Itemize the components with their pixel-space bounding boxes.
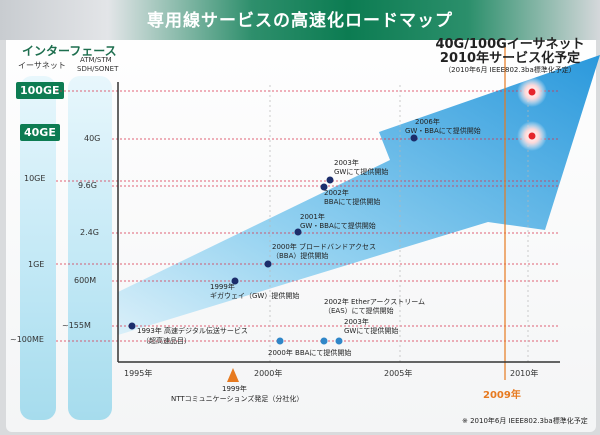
dot-2000-bba	[264, 260, 272, 268]
milestone-eas-line2: （EAS）にて提供開始	[324, 307, 394, 315]
atm-speed-40g: 40G	[84, 134, 101, 143]
milestone-1999-line1: 1999年	[210, 283, 235, 291]
atm-pill	[68, 76, 112, 420]
title-bar	[0, 0, 600, 40]
dot-2000-b	[276, 337, 284, 345]
x-tick-2005: 2005年	[384, 369, 413, 378]
atm-speed-9-6g: 9.6G	[78, 181, 97, 190]
bottom-note-line1: 1999年	[222, 385, 247, 393]
milestone-2006-line1: 2006年	[415, 118, 440, 126]
milestone-1999-line2: ギガウェイ（GW）提供開始	[210, 292, 300, 300]
highlight-year-2009: 2009年	[483, 390, 521, 401]
x-tick-2000: 2000年	[254, 369, 283, 378]
x-tick-2010: 2010年	[510, 369, 539, 378]
page-title: 専用線サービスの高速化ロードマップ	[147, 11, 453, 31]
milestone-2003-line2: GWにて提供開始	[334, 168, 389, 176]
milestone-2001-line1: 2001年	[300, 213, 325, 221]
milestone-eas-line1: 2002年 Etherアークストリーム	[324, 298, 425, 306]
speed-label-10ge: 10GE	[24, 174, 46, 183]
dot-2002	[320, 183, 328, 191]
speed-label-100me: ~100ME	[10, 335, 44, 344]
dot-1993	[128, 322, 136, 330]
ethernet-label: イーサネット	[18, 61, 66, 70]
milestone-1993-line2: （超高速品目）	[142, 337, 191, 345]
milestone-2003b-line2: GWにて提供開始	[344, 327, 399, 335]
growth-arrow	[118, 55, 600, 335]
atm-speed-600m: 600M	[74, 276, 97, 285]
atm-label-line1: ATM/STM	[80, 56, 112, 64]
milestone-2000-b: 2000年 BBAにて提供開始	[268, 349, 352, 357]
milestone-2003-line1: 2003年	[334, 159, 359, 167]
atm-speed-155m: ~155M	[62, 321, 91, 330]
milestone-2002-line2: BBAにて提供開始	[324, 198, 381, 206]
dot-2003-b	[335, 337, 343, 345]
speed-label-100ge: 100GE	[16, 82, 64, 99]
dot-2002-eas	[320, 337, 328, 345]
atm-label-line2: SDH/SONET	[77, 65, 119, 73]
atm-speed-2-4g: 2.4G	[80, 228, 99, 237]
milestone-2000-bba-line1: 2000年 ブロードバンドアクセス	[272, 243, 377, 251]
bottom-note-line2: NTTコミュニケーションズ発足（分社化）	[171, 395, 304, 403]
x-tick-1995: 1995年	[124, 369, 153, 378]
target-line2: 2010年サービス化予定	[439, 51, 581, 66]
interface-heading: インターフェース	[22, 44, 117, 58]
speed-guidelines	[56, 90, 560, 342]
milestone-2006-line2: GW・BBAにて提供開始	[405, 127, 481, 135]
milestone-2003b-line1: 2003年	[344, 318, 369, 326]
speed-label-1ge: 1GE	[28, 260, 45, 269]
target-line1: 40G/100Gイーサネット	[435, 37, 585, 52]
triangle-up-icon	[227, 368, 239, 382]
milestone-2000-bba-line2: （BBA）提供開始	[272, 252, 329, 260]
milestone-2001-line2: GW・BBAにて提供開始	[300, 222, 376, 230]
dot-2001	[294, 228, 302, 236]
milestone-1993-line1: 1993年 高速デジタル伝送サービス	[137, 327, 248, 335]
footnote: ※ 2010年6月 IEEE802.3ba標準化予定	[462, 417, 588, 425]
speed-label-40ge: 40GE	[20, 124, 60, 141]
dot-1999	[231, 277, 239, 285]
target-line3: （2010年6月 IEEE802.3ba標準化予定）	[444, 66, 576, 74]
dot-2006	[410, 134, 418, 142]
target-dot-40g	[528, 132, 536, 140]
milestone-2002-line1: 2002年	[324, 189, 349, 197]
dot-2003	[326, 176, 334, 184]
target-dot-100g	[528, 88, 536, 96]
